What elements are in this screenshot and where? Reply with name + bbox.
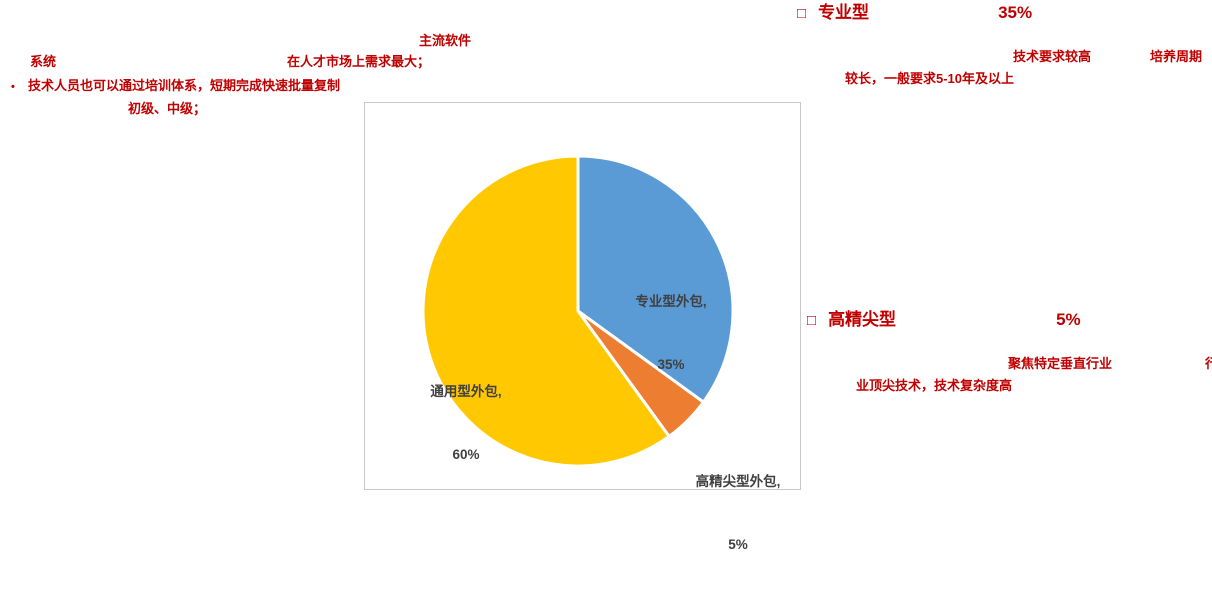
left-note-line-2a: 系统 — [30, 54, 57, 69]
professional-description: 技术要求较高 培养周期 较长，一般要求5-10年及以上 — [830, 46, 1212, 130]
pie-label-general-value: 60% — [452, 447, 480, 462]
high-end-title: 高精尖型 — [828, 310, 897, 329]
high-end-heading: □ 高精尖型 5% — [807, 308, 1081, 332]
high-end-body-line-1: 聚焦特定垂直行业 — [1008, 356, 1113, 371]
pie-slice-通用型外包[interactable] — [421, 154, 671, 468]
high-end-body-line-2: 行 — [1205, 356, 1212, 371]
pie-slice-专业型外包[interactable] — [576, 154, 735, 404]
professional-body-line-3: 较长，一般要求5-10年及以上 — [845, 71, 1015, 86]
high-end-percent: 5% — [1056, 310, 1081, 329]
left-annotation-block: 主流软件 系统 在人才市场上需求最大； • 技术人员也可以通过培训体系，短期完成… — [0, 30, 520, 177]
square-bullet-icon: □ — [807, 311, 817, 329]
pie-label-general: 通用型外包, 60% — [406, 339, 526, 507]
pie-label-general-name: 通用型外包, — [430, 384, 502, 399]
high-end-body-line-3: 业顶尖技术，技术复杂度高 — [856, 378, 1013, 393]
high-end-description: 聚焦特定垂直行业 行 业顶尖技术，技术复杂度高 — [840, 353, 1212, 437]
pie-label-high-end-name: 高精尖型外包, — [695, 474, 781, 489]
left-note-line-2b: 在人才市场上需求最大； — [287, 54, 431, 69]
left-note-bullet-icon: • — [11, 81, 15, 93]
professional-title: 专业型 — [818, 3, 870, 22]
professional-body-line-2: 培养周期 — [1150, 49, 1203, 64]
pie-label-professional-name: 专业型外包, — [635, 294, 707, 309]
pie-label-professional: 专业型外包, 35% — [611, 249, 731, 417]
professional-percent: 35% — [998, 3, 1033, 22]
pie-label-high-end-value: 5% — [728, 537, 748, 552]
pie-label-professional-value: 35% — [657, 357, 685, 372]
pie-chart-svg[interactable] — [365, 103, 800, 489]
left-note-line-4: 初级、中级； — [128, 101, 207, 116]
left-note-line-1: 主流软件 — [419, 33, 472, 48]
professional-heading: □ 专业型 35% — [797, 1, 1032, 25]
left-note-line-3: 技术人员也可以通过培训体系，短期完成快速批量复制 — [28, 78, 341, 93]
professional-body-line-1: 技术要求较高 — [1013, 49, 1092, 64]
square-bullet-icon: □ — [797, 4, 807, 22]
pie-chart-frame[interactable]: 专业型外包, 35% 通用型外包, 60% 高精尖型外包, 5% — [364, 102, 801, 552]
pie-label-high-end: 高精尖型外包, 5% — [673, 429, 803, 597]
